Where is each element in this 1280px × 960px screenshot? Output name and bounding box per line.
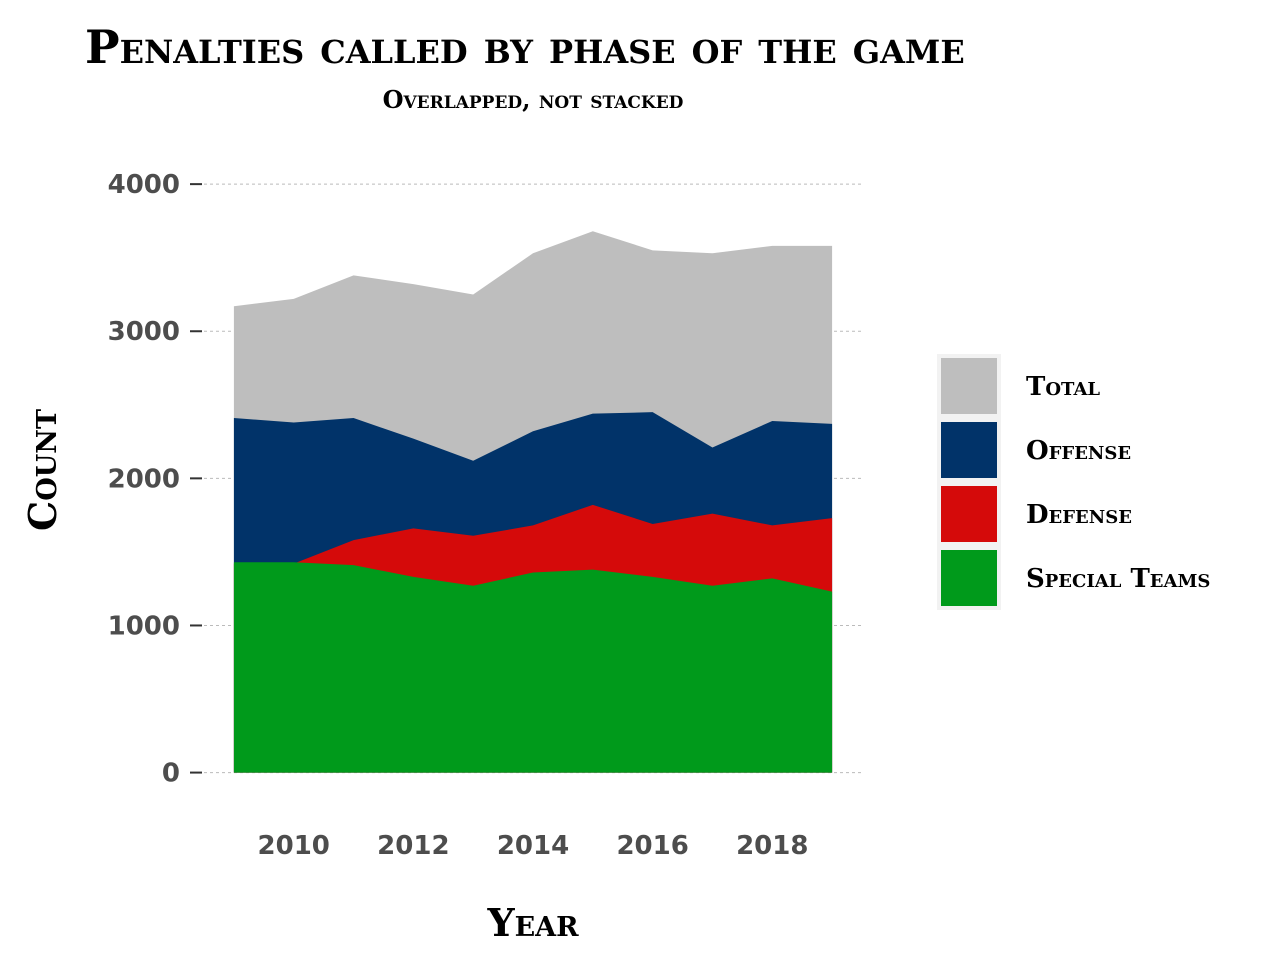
chart-title: Penalties called by phase of the game — [85, 20, 965, 74]
x-tick-label: 2016 — [616, 831, 688, 861]
legend-swatch-defense — [941, 486, 997, 542]
legend-label: Total — [1026, 372, 1100, 402]
y-axis: 0 1000 2000 3000 4000 — [108, 170, 202, 789]
plot-areas — [233, 231, 833, 773]
y-tick-label: 2000 — [108, 464, 180, 494]
x-tick-label: 2012 — [377, 831, 449, 861]
legend-label: Defense — [1026, 500, 1132, 530]
legend: Total Offense Defense Special Teams — [937, 354, 1210, 610]
y-tick-label: 3000 — [108, 317, 180, 347]
y-tick-label: 0 — [162, 759, 180, 789]
y-tick-label: 1000 — [108, 611, 180, 641]
x-axis-title: Year — [486, 900, 579, 945]
x-axis: 2010 2012 2014 2016 2018 — [258, 831, 809, 861]
y-tick-label: 4000 — [108, 170, 180, 200]
legend-swatch-offense — [941, 422, 997, 478]
legend-swatch-total — [941, 358, 997, 414]
chart-subtitle: Overlapped, not stacked — [383, 85, 684, 114]
x-tick-label: 2014 — [497, 831, 569, 861]
legend-label: Special Teams — [1026, 564, 1210, 594]
area-special-teams — [233, 562, 833, 773]
x-tick-label: 2018 — [736, 831, 808, 861]
legend-label: Offense — [1026, 436, 1131, 466]
y-axis-title: Count — [20, 409, 65, 531]
x-tick-label: 2010 — [258, 831, 330, 861]
legend-swatch-special-teams — [941, 550, 997, 606]
